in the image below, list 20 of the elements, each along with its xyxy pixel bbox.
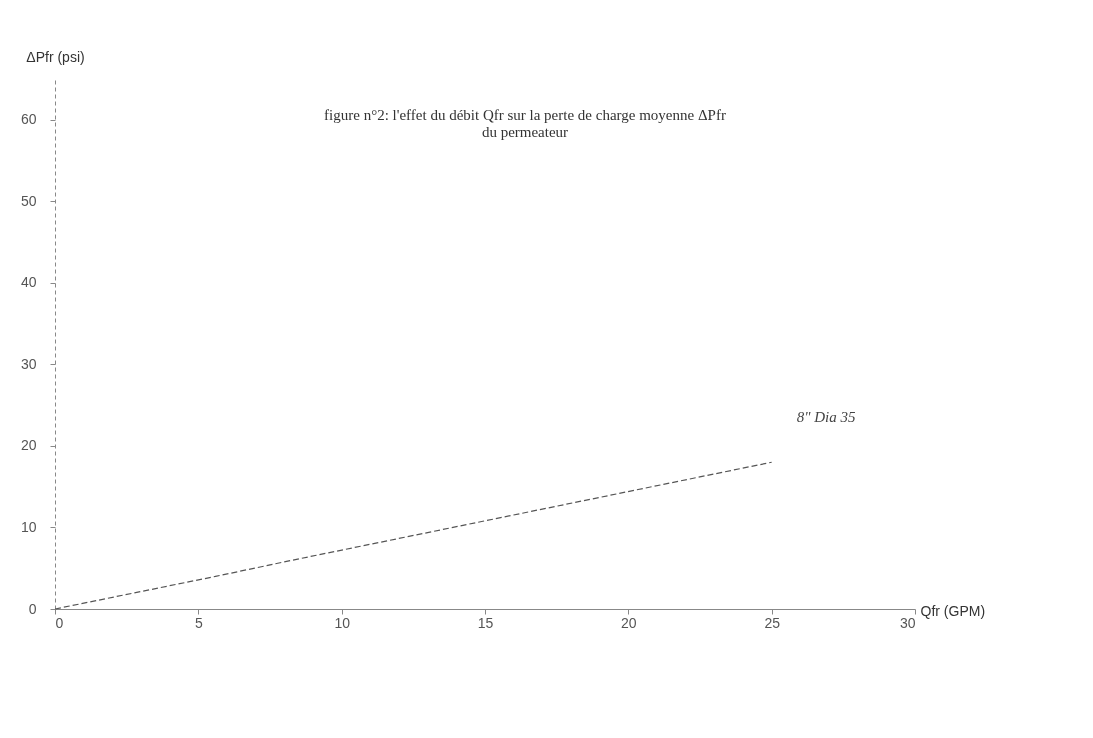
x-tick-label: 0: [55, 614, 64, 631]
y-tick-label: 60: [20, 111, 37, 128]
y-tick-label: 30: [20, 355, 37, 372]
x-tick-label: 10: [334, 614, 351, 631]
y-tick-label: 20: [20, 437, 37, 454]
x-tick-label: 15: [477, 614, 494, 631]
annotation: 8" Dia 35: [796, 409, 856, 426]
line-series: [54, 461, 773, 610]
x-tick-label: 25: [764, 614, 781, 631]
y-tick-label: 10: [20, 518, 37, 535]
text: du permeateur: [481, 124, 569, 140]
text: figure n°2: l'effet du débit Qfr sur la perte de charge moyenne ΔPfr: [324, 107, 726, 123]
x-tick-label: 5: [194, 614, 203, 631]
x-tick-label: 20: [621, 614, 637, 631]
y-axis-title: ΔPfr (psi): [26, 48, 85, 65]
y-tick-label: 0: [28, 600, 37, 617]
y-tick-label: 40: [20, 274, 37, 291]
x-axis-title: Qfr (GPM): [920, 602, 986, 619]
y-tick-label: 50: [20, 192, 37, 209]
x-tick-label: 30: [899, 614, 916, 631]
